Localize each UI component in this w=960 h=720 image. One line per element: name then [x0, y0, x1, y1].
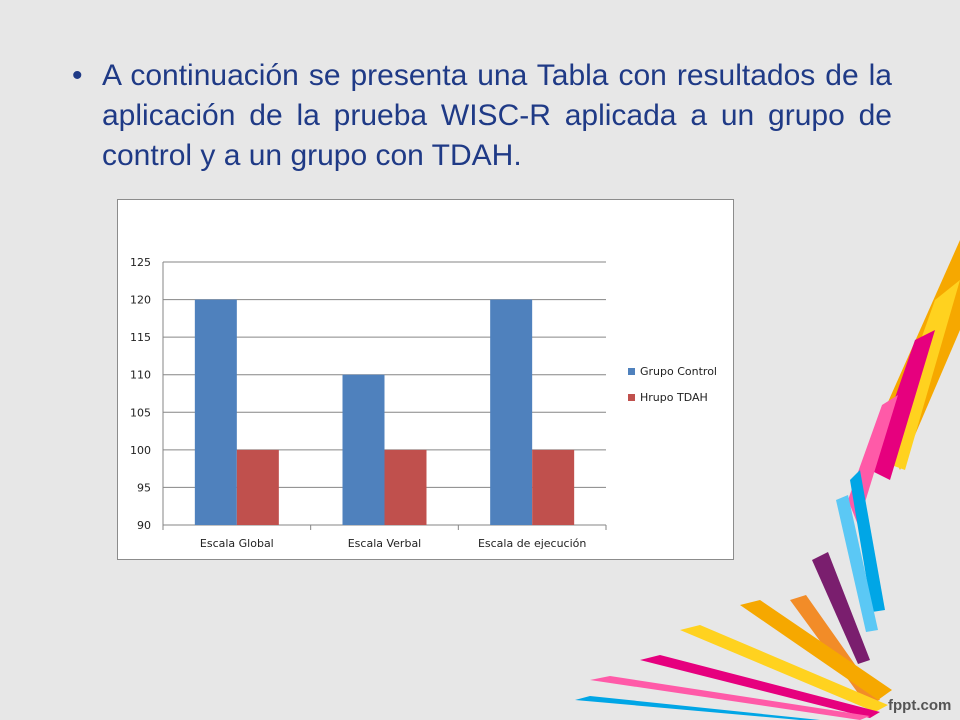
legend-swatch-control [628, 367, 635, 375]
bar-tdah [384, 449, 427, 525]
x-category-label: Escala Verbal [348, 537, 422, 550]
ribbon-stripe [850, 470, 885, 612]
y-tick-label: 90 [137, 519, 151, 532]
ribbon-stripe [640, 655, 880, 718]
legend-label-control: Grupo Control [640, 364, 717, 378]
ribbon-stripe [812, 552, 870, 664]
bar-control [342, 374, 385, 525]
bar-tdah [532, 449, 575, 525]
bullet-text: A continuación se presenta una Tabla con… [102, 59, 892, 172]
chart-area: 90 95 100 105 110 115 120 125 Escala Global Escal… [117, 199, 734, 560]
y-tick-label: 120 [130, 294, 151, 307]
ribbon-stripe [870, 330, 935, 480]
y-tick-label: 110 [130, 369, 151, 382]
bullet-dot: • [72, 59, 83, 92]
bar-control [490, 299, 533, 525]
bar-control [194, 299, 237, 525]
legend: Grupo Control Hrupo TDAH [628, 358, 717, 410]
legend-label-tdah: Hrupo TDAH [640, 390, 708, 404]
y-tick-label: 100 [130, 444, 151, 457]
legend-item-control: Grupo Control [628, 358, 717, 384]
y-tick-label: 125 [130, 256, 151, 269]
brand-watermark: fppt.com [888, 697, 952, 714]
ribbon-stripe [590, 676, 870, 720]
bullet-item: • A continuación se presenta una Tabla c… [72, 56, 892, 176]
x-category-label: Escala Global [200, 537, 274, 550]
y-tick-label: 95 [137, 481, 151, 494]
bar-chart: 90 95 100 105 110 115 120 125 Escala Global Escal… [130, 256, 607, 550]
ribbon-stripe [740, 600, 892, 700]
y-tick-label: 115 [130, 331, 151, 344]
legend-swatch-tdah [628, 393, 635, 401]
y-tick-label: 105 [130, 406, 151, 419]
ribbon-stripe [680, 625, 888, 712]
legend-item-tdah: Hrupo TDAH [628, 384, 717, 410]
ribbon-stripe [836, 495, 878, 632]
ribbon-stripe [575, 696, 820, 720]
x-category-label: Escala de ejecución [478, 537, 586, 550]
bar-tdah [236, 449, 279, 525]
